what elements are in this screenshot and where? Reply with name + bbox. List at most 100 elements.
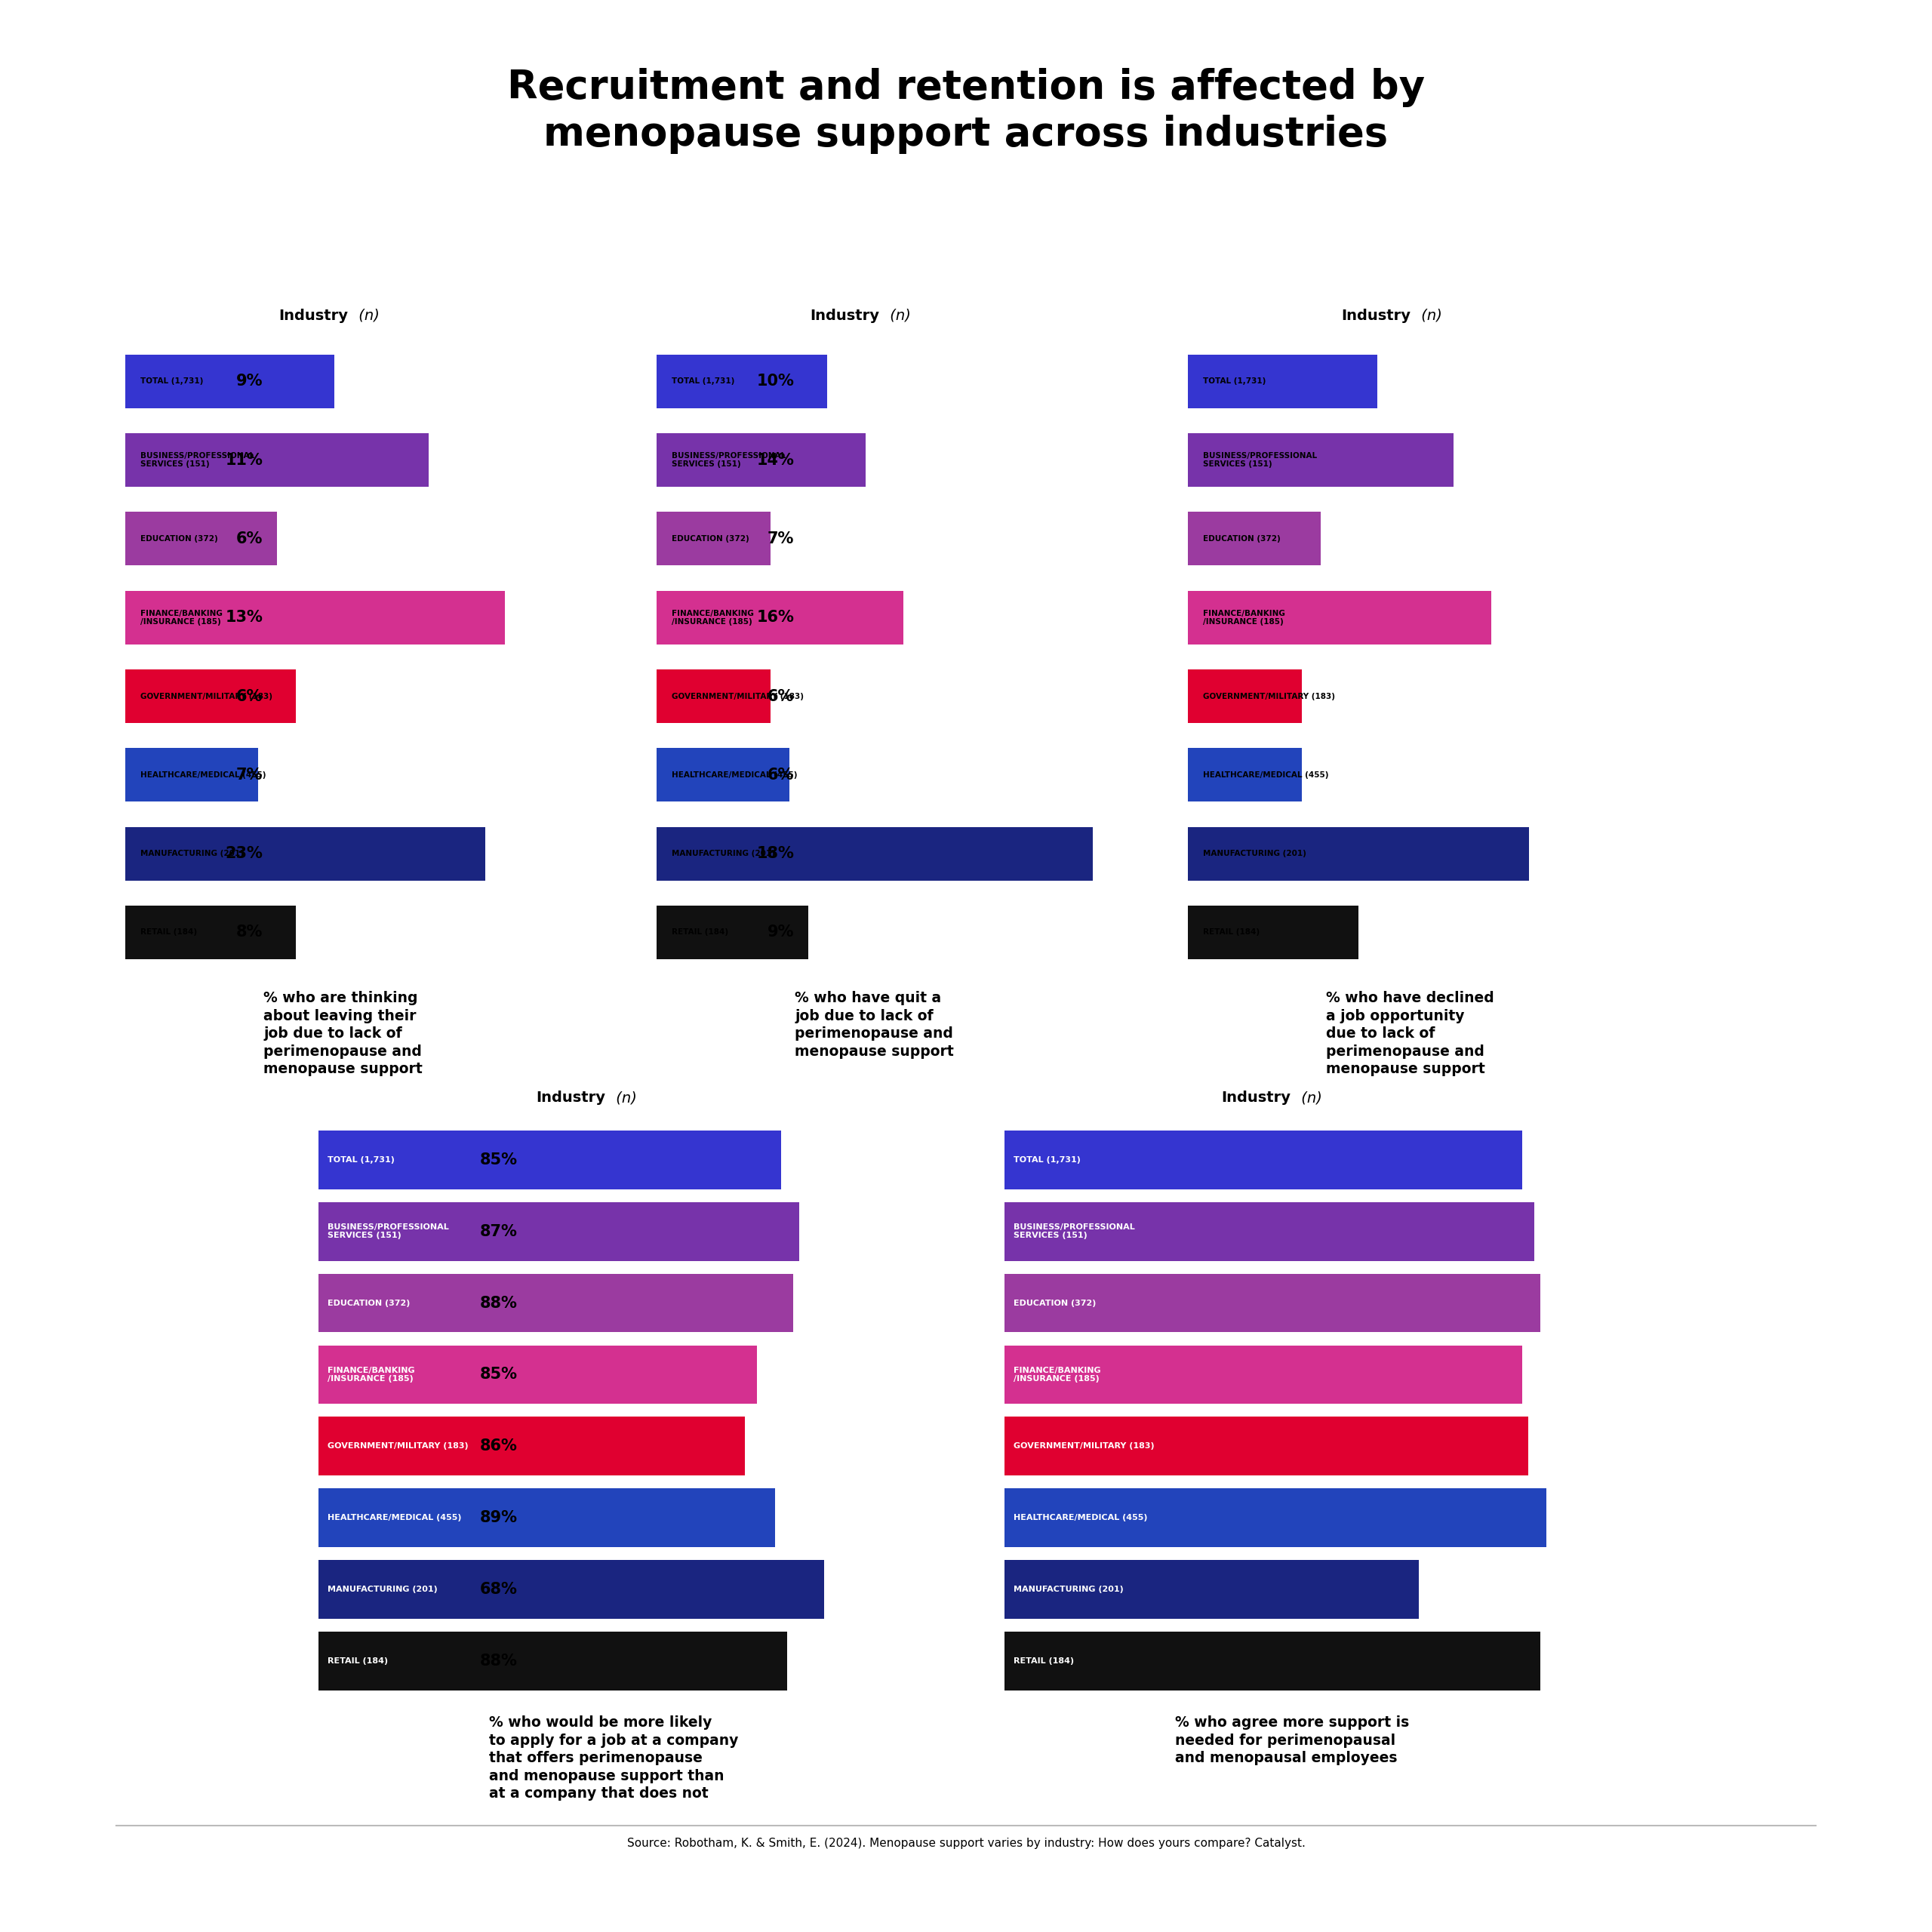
Text: EDUCATION (372): EDUCATION (372): [328, 1298, 410, 1306]
Bar: [1188, 906, 1358, 958]
Text: 88%: 88%: [481, 1296, 518, 1310]
Text: % who are thinking
about leaving their
job due to lack of
perimenopause and
meno: % who are thinking about leaving their j…: [263, 991, 423, 1076]
Text: TOTAL (1,731): TOTAL (1,731): [672, 377, 734, 384]
Text: (n): (n): [611, 1092, 636, 1105]
Text: MANUFACTURING (201): MANUFACTURING (201): [672, 850, 775, 858]
Text: FINANCE/BANKING
/INSURANCE (185): FINANCE/BANKING /INSURANCE (185): [1014, 1366, 1101, 1383]
Bar: [319, 1488, 775, 1548]
Text: GOVERNMENT/MILITARY (183): GOVERNMENT/MILITARY (183): [672, 692, 804, 699]
Text: Industry: Industry: [278, 309, 348, 323]
Text: % who have quit a
job due to lack of
perimenopause and
menopause support: % who have quit a job due to lack of per…: [794, 991, 954, 1059]
Bar: [1005, 1130, 1522, 1190]
Text: FINANCE/BANKING
/INSURANCE (185): FINANCE/BANKING /INSURANCE (185): [1204, 611, 1285, 626]
Text: RETAIL (184): RETAIL (184): [328, 1658, 388, 1665]
Bar: [126, 512, 276, 566]
Text: GOVERNMENT/MILITARY (183): GOVERNMENT/MILITARY (183): [141, 692, 272, 699]
Text: Recruitment and retention is affected by
menopause support across industries: Recruitment and retention is affected by…: [506, 68, 1426, 155]
Text: % who agree more support is
needed for perimenopausal
and menopausal employees: % who agree more support is needed for p…: [1175, 1716, 1408, 1766]
Text: Industry: Industry: [1341, 309, 1410, 323]
Bar: [1188, 591, 1492, 643]
Text: EDUCATION (372): EDUCATION (372): [1014, 1298, 1095, 1306]
Text: 85%: 85%: [479, 1151, 518, 1167]
Bar: [657, 512, 771, 566]
Text: 18%: 18%: [757, 846, 794, 862]
Text: MANUFACTURING (201): MANUFACTURING (201): [1014, 1586, 1124, 1594]
Text: TOTAL (1,731): TOTAL (1,731): [1204, 377, 1265, 384]
Text: 9%: 9%: [236, 375, 263, 388]
Text: % who would be more likely
to apply for a job at a company
that offers perimenop: % who would be more likely to apply for …: [489, 1716, 738, 1801]
Text: BUSINESS/PROFESSIONAL
SERVICES (151): BUSINESS/PROFESSIONAL SERVICES (151): [672, 452, 786, 468]
Text: EDUCATION (372): EDUCATION (372): [1204, 535, 1281, 543]
Bar: [657, 748, 790, 802]
Bar: [319, 1130, 781, 1190]
Text: RETAIL (184): RETAIL (184): [141, 929, 197, 937]
Text: (n): (n): [885, 309, 910, 323]
Text: BUSINESS/PROFESSIONAL
SERVICES (151): BUSINESS/PROFESSIONAL SERVICES (151): [1014, 1223, 1136, 1238]
Bar: [657, 433, 866, 487]
Text: 86%: 86%: [481, 1439, 518, 1453]
Text: 23%: 23%: [226, 846, 263, 862]
Text: MANUFACTURING (201): MANUFACTURING (201): [328, 1586, 439, 1594]
Text: 7%: 7%: [236, 767, 263, 782]
Text: BUSINESS/PROFESSIONAL
SERVICES (151): BUSINESS/PROFESSIONAL SERVICES (151): [141, 452, 255, 468]
Text: FINANCE/BANKING
/INSURANCE (185): FINANCE/BANKING /INSURANCE (185): [328, 1366, 415, 1383]
Text: GOVERNMENT/MILITARY (183): GOVERNMENT/MILITARY (183): [1204, 692, 1335, 699]
Text: RETAIL (184): RETAIL (184): [1014, 1658, 1074, 1665]
Text: FINANCE/BANKING
/INSURANCE (185): FINANCE/BANKING /INSURANCE (185): [672, 611, 753, 626]
Text: 14%: 14%: [757, 452, 794, 468]
Bar: [1005, 1416, 1528, 1476]
Text: 89%: 89%: [479, 1511, 518, 1524]
Text: 87%: 87%: [481, 1225, 518, 1238]
Bar: [1005, 1488, 1546, 1548]
Text: GOVERNMENT/MILITARY (183): GOVERNMENT/MILITARY (183): [1014, 1443, 1155, 1449]
Text: 7%: 7%: [767, 531, 794, 547]
Bar: [126, 670, 296, 723]
Text: HEALTHCARE/MEDICAL (455): HEALTHCARE/MEDICAL (455): [672, 771, 798, 779]
Text: 6%: 6%: [236, 688, 263, 703]
Text: 10%: 10%: [757, 375, 794, 388]
Bar: [1005, 1559, 1418, 1619]
Text: TOTAL (1,731): TOTAL (1,731): [1014, 1155, 1080, 1163]
Text: BUSINESS/PROFESSIONAL
SERVICES (151): BUSINESS/PROFESSIONAL SERVICES (151): [328, 1223, 450, 1238]
Bar: [657, 670, 771, 723]
Text: 6%: 6%: [236, 531, 263, 547]
Bar: [657, 355, 827, 408]
Bar: [1005, 1273, 1540, 1333]
Bar: [319, 1202, 800, 1262]
Text: % who have declined
a job opportunity
due to lack of
perimenopause and
menopause: % who have declined a job opportunity du…: [1325, 991, 1493, 1076]
Bar: [126, 906, 296, 958]
Bar: [1188, 670, 1302, 723]
Bar: [657, 591, 904, 643]
Text: Industry: Industry: [810, 309, 879, 323]
Text: (n): (n): [1296, 1092, 1321, 1105]
Text: 6%: 6%: [767, 688, 794, 703]
Text: 68%: 68%: [481, 1582, 518, 1596]
Bar: [126, 827, 485, 881]
Text: MANUFACTURING (201): MANUFACTURING (201): [1204, 850, 1306, 858]
Bar: [126, 591, 504, 643]
Text: MANUFACTURING (201): MANUFACTURING (201): [141, 850, 243, 858]
Text: 11%: 11%: [226, 452, 263, 468]
Text: RETAIL (184): RETAIL (184): [672, 929, 728, 937]
Text: TOTAL (1,731): TOTAL (1,731): [328, 1155, 394, 1163]
Bar: [1188, 355, 1378, 408]
Text: RETAIL (184): RETAIL (184): [1204, 929, 1260, 937]
Text: HEALTHCARE/MEDICAL (455): HEALTHCARE/MEDICAL (455): [328, 1515, 462, 1522]
Bar: [1188, 748, 1302, 802]
Text: HEALTHCARE/MEDICAL (455): HEALTHCARE/MEDICAL (455): [1014, 1515, 1148, 1522]
Text: (n): (n): [354, 309, 379, 323]
Bar: [319, 1416, 744, 1476]
Text: Industry: Industry: [1221, 1092, 1291, 1105]
Text: 88%: 88%: [481, 1654, 518, 1669]
Text: GOVERNMENT/MILITARY (183): GOVERNMENT/MILITARY (183): [328, 1443, 469, 1449]
Bar: [126, 748, 259, 802]
Text: TOTAL (1,731): TOTAL (1,731): [141, 377, 203, 384]
Bar: [1188, 827, 1530, 881]
Text: (n): (n): [1416, 309, 1441, 323]
Bar: [1188, 433, 1453, 487]
Text: 6%: 6%: [767, 767, 794, 782]
Bar: [319, 1631, 788, 1690]
Text: 85%: 85%: [479, 1368, 518, 1381]
Text: 16%: 16%: [757, 611, 794, 626]
Text: 9%: 9%: [767, 925, 794, 939]
